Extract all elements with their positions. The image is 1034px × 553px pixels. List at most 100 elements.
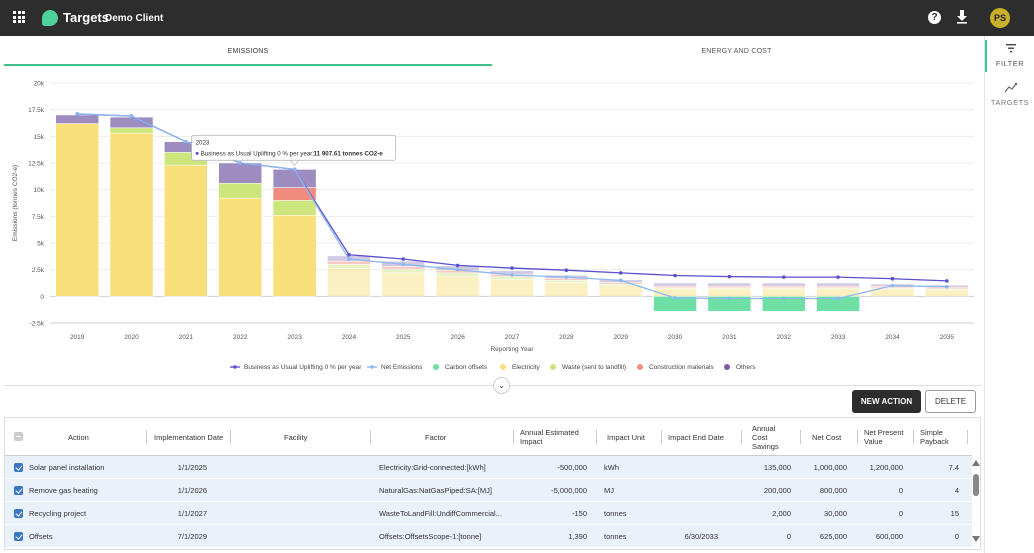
legend-label: Others — [736, 364, 756, 371]
scroll-up-icon[interactable] — [972, 460, 980, 466]
col-simple-payback[interactable]: Simple Payback — [920, 428, 949, 446]
legend-line-marker — [370, 365, 374, 369]
col-annual-cost-savings[interactable]: Annual Cost Savings — [752, 423, 779, 451]
filter-label[interactable]: FILTER — [995, 59, 1025, 68]
bar-waste-sent-to-landfill — [490, 276, 534, 280]
col-net-present-value[interactable]: Net Present Value — [864, 428, 904, 446]
section-divider — [4, 385, 981, 386]
bar-electricity — [707, 288, 752, 297]
bar-electricity — [218, 197, 262, 297]
bar-electricity — [381, 272, 426, 297]
col-impact-end-date[interactable]: Impact End Date — [668, 432, 724, 442]
y-tick-label: 15k — [34, 134, 45, 141]
apps-grid-icon[interactable] — [13, 11, 25, 23]
row-checkbox[interactable] — [14, 486, 23, 495]
filter-icon[interactable] — [1006, 44, 1016, 53]
y-axis-title: Emissions (tonnes CO2-e) — [12, 165, 19, 241]
y-tick-label: -2.5k — [30, 321, 45, 328]
col-facility[interactable]: Facility — [284, 432, 308, 442]
col-net-cost[interactable]: Net Cost — [812, 432, 842, 442]
row-checkbox[interactable] — [14, 509, 23, 518]
bar-electricity — [435, 275, 480, 297]
bar-electricity — [598, 285, 643, 297]
y-tick-label: 5k — [37, 241, 45, 248]
cell-end-date — [665, 502, 718, 525]
line-point — [836, 275, 840, 279]
cell-date: 1/1/2026 — [177, 486, 207, 495]
legend-label: Construction materials — [649, 364, 714, 371]
cell-date: 7/1/2029 — [177, 532, 207, 541]
cell-net-cost: 30,000 — [824, 509, 847, 518]
x-tick-label: 2024 — [342, 334, 357, 341]
bar-electricity — [490, 279, 534, 297]
line-point — [401, 262, 406, 267]
side-panel: FILTER TARGETS — [984, 36, 1034, 553]
cell-net-cost: 625,000 — [819, 532, 847, 541]
tab-energy-and-cost[interactable]: ENERGY AND COST — [701, 48, 772, 55]
client-name: Demo Client — [105, 12, 164, 24]
x-tick-label: 2032 — [777, 334, 792, 341]
table-row[interactable]: Offsets 7/1/2029 Offsets:OffsetsScope-1:… — [5, 525, 972, 548]
bar-electricity — [272, 215, 317, 297]
x-tick-label: 2034 — [885, 334, 900, 341]
row-checkbox[interactable] — [14, 463, 23, 472]
x-tick-label: 2019 — [70, 334, 85, 341]
bar-waste-sent-to-landfill — [762, 287, 806, 290]
tooltip-year: 2023 — [196, 139, 210, 146]
legend-dot-swatch — [550, 364, 556, 370]
scroll-thumb[interactable] — [973, 474, 979, 496]
table-row[interactable]: Recycling project 1/1/2027 WasteToLandFi… — [5, 502, 972, 525]
cell-end-date — [665, 456, 718, 479]
cell-impact: -150 — [571, 509, 587, 518]
table-scrollbar[interactable] — [971, 456, 981, 550]
tab-emissions[interactable]: EMISSIONS — [4, 38, 492, 66]
col-annual-estimated-impact[interactable]: Annual Estimated Impact — [520, 428, 579, 446]
cell-savings: 200,000 — [763, 486, 791, 495]
legend-label: Electricity — [512, 364, 541, 371]
table-row[interactable]: Solar panel installation 1/1/2025 Electr… — [5, 456, 972, 479]
legend-label: Net Emissions — [381, 364, 423, 371]
col-implementation-date[interactable]: Implementation Date — [154, 432, 224, 442]
cell-impact: -5,000,000 — [551, 486, 587, 495]
col-factor[interactable]: Factor — [425, 432, 447, 442]
bar-electricity — [544, 282, 589, 297]
bar-others — [816, 282, 860, 287]
bar-waste-sent-to-landfill — [218, 183, 262, 199]
bar-construction-materials — [381, 266, 426, 270]
cell-npv: 1,200,000 — [869, 463, 903, 472]
cell-impact: -500,000 — [557, 463, 587, 472]
avatar[interactable]: PS — [990, 8, 1010, 28]
tooltip-text: Business as Usual Uplifting 0 % per year… — [201, 150, 315, 157]
cell-npv: 0 — [898, 509, 903, 518]
y-tick-label: 2.5k — [32, 267, 45, 274]
legend-line-marker — [233, 365, 237, 369]
legend-dot-swatch — [500, 364, 506, 370]
delete-button[interactable]: DELETE — [925, 390, 976, 413]
cell-impact: 1,390 — [568, 532, 587, 541]
col-impact-unit[interactable]: Impact Unit — [607, 432, 645, 442]
emissions-chart: 20k 17.5k 15k 12.5k 10k 7.5k 5k 2.5k 0 -2.5k Emiss… — [12, 81, 974, 371]
cell-savings: 0 — [786, 532, 791, 541]
help-icon[interactable]: ? — [928, 11, 941, 24]
cell-end-date: 6/30/2033 — [684, 532, 718, 541]
bar-waste-sent-to-landfill — [870, 287, 915, 290]
bar-electricity — [164, 164, 208, 297]
collapse-chevron-icon[interactable]: ⌄ — [493, 377, 510, 394]
new-action-button[interactable]: NEW ACTION — [852, 390, 921, 413]
cell-action: Solar panel installation — [29, 463, 105, 472]
line-point — [618, 271, 623, 275]
col-action[interactable]: Action — [68, 432, 89, 442]
targets-icon[interactable] — [1004, 82, 1017, 93]
x-tick-label: 2026 — [450, 334, 465, 341]
select-all-checkbox[interactable] — [14, 432, 23, 441]
line-point — [781, 296, 786, 301]
table-header: Action Implementation Date Facility Fact… — [5, 418, 972, 456]
cell-end-date — [665, 479, 718, 502]
line-point — [347, 257, 351, 261]
targets-label[interactable]: TARGETS — [990, 98, 1030, 107]
line-point — [836, 296, 840, 301]
table-row[interactable]: Remove gas heating 1/1/2026 NaturalGas:N… — [5, 479, 972, 502]
scroll-down-icon[interactable] — [972, 536, 980, 542]
download-icon[interactable] — [956, 10, 968, 24]
row-checkbox[interactable] — [14, 532, 23, 541]
